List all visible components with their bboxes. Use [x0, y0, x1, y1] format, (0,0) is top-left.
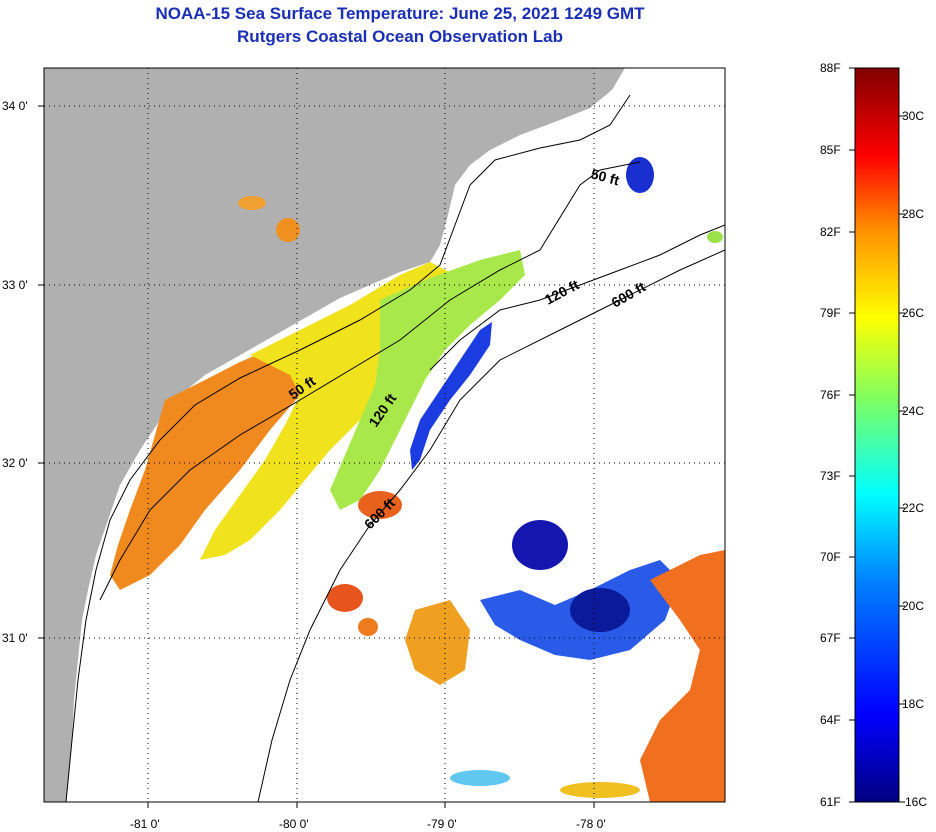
- axis-ticks: [38, 105, 595, 808]
- colorbar-c-28: 28C: [902, 207, 924, 221]
- lon-label-80: -80 0': [279, 817, 309, 831]
- contour-50ft: [99, 161, 641, 601]
- sst-cold-filament: [410, 322, 492, 470]
- sst-orange-spot-2: [358, 618, 378, 636]
- colorbar-c-20: 20C: [902, 599, 924, 613]
- sst-green-band: [330, 250, 525, 510]
- sst-bottom-cyan: [450, 770, 510, 786]
- plot-frame: [43, 67, 726, 803]
- map-plot-area: 50 ft 50 ft 120 ft 120 ft 600 ft 600 ft: [44, 68, 725, 802]
- colorbar-c-24: 24C: [902, 404, 924, 418]
- lat-label-32: 32 0': [2, 456, 28, 470]
- colorbar-f-73: 73F: [820, 469, 841, 483]
- lon-label-78: -78 0': [576, 817, 606, 831]
- contour-600ft: [257, 249, 725, 802]
- sst-orange-southwest: [405, 600, 470, 685]
- colorbar-c-18: 18C: [902, 697, 924, 711]
- colorbar-f-61: 61F: [820, 795, 841, 809]
- colorbar-f-85: 85F: [820, 143, 841, 157]
- colorbar-c-26: 26C: [902, 306, 924, 320]
- map-subtitle: Rutgers Coastal Ocean Observation Lab: [237, 27, 563, 46]
- colorbar-f-79: 79F: [820, 306, 841, 320]
- lat-label-34: 34 0': [2, 99, 28, 113]
- sst-cold-eddy: [512, 520, 568, 570]
- sst-warm-band: [110, 330, 345, 590]
- colorbar-f-67: 67F: [820, 631, 841, 645]
- colorbar-f-76: 76F: [820, 388, 841, 402]
- map-title: NOAA-15 Sea Surface Temperature: June 25…: [155, 4, 645, 23]
- lat-label-33: 33 0': [2, 278, 28, 292]
- colorbar-c-22: 22C: [902, 501, 924, 515]
- colorbar-f-64: 64F: [820, 713, 841, 727]
- colorbar-c-16: 16C: [905, 795, 927, 809]
- colorbar-c-30: 30C: [902, 109, 924, 123]
- colorbar: [854, 67, 900, 803]
- sst-deep-cold: [570, 588, 630, 632]
- colorbar-f-82: 82F: [820, 225, 841, 239]
- sst-warm-patch: [358, 491, 402, 519]
- lon-label-81: -81 0': [130, 817, 160, 831]
- land-mass: [44, 68, 625, 802]
- contour-label-50ft-north: 50 ft: [589, 165, 621, 188]
- colorbar-f-88: 88F: [820, 61, 841, 75]
- sst-orange-spot: [327, 584, 363, 612]
- lat-label-31: 31 0': [2, 631, 28, 645]
- colorbar-f-70: 70F: [820, 550, 841, 564]
- lat-lon-grid: [44, 68, 725, 802]
- colorbar-ticks: [849, 67, 905, 803]
- sst-north-cold: [626, 157, 654, 193]
- sst-bottom-yellow: [560, 782, 640, 798]
- lon-label-79: -79 0': [427, 817, 457, 831]
- sst-gulf-stream-warm: [640, 550, 725, 802]
- coastline: [65, 94, 631, 802]
- sst-north-green: [707, 231, 723, 243]
- sst-inland-warm: [276, 218, 300, 242]
- sst-inland-warm-2: [238, 196, 266, 210]
